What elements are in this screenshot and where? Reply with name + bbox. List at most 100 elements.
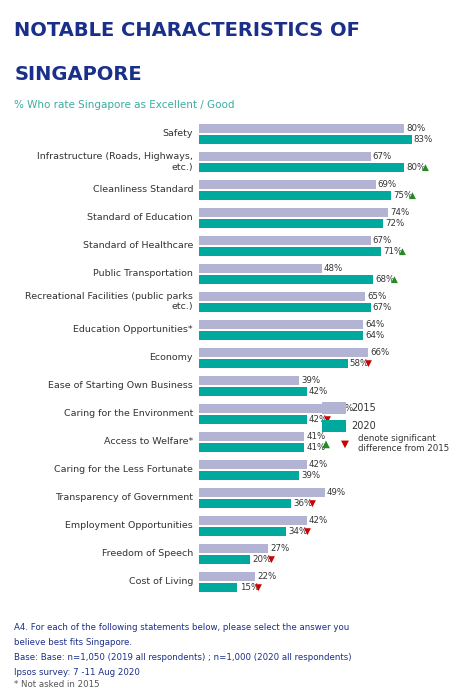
Text: ▲: ▲ xyxy=(391,275,398,284)
Text: 80%: 80% xyxy=(406,163,425,172)
Bar xyxy=(199,135,411,144)
Text: ▼: ▼ xyxy=(324,415,331,424)
Bar xyxy=(199,527,286,536)
Bar xyxy=(199,544,268,552)
Text: Base: Base: n=1,050 (2019 all respondents) ; n=1,000 (2020 all respondents): Base: Base: n=1,050 (2019 all respondent… xyxy=(14,653,352,662)
Text: Infrastructure (Roads, Highways,
etc.): Infrastructure (Roads, Highways, etc.) xyxy=(37,152,193,171)
Text: Standard of Healthcare: Standard of Healthcare xyxy=(83,241,193,250)
Text: ▼: ▼ xyxy=(341,439,349,449)
Bar xyxy=(199,376,299,385)
Text: 41%: 41% xyxy=(306,431,325,440)
Text: Cleanliness Standard: Cleanliness Standard xyxy=(92,185,193,194)
Text: denote significant: denote significant xyxy=(358,434,436,444)
Text: ▼: ▼ xyxy=(309,499,316,508)
Text: SINGAPORE: SINGAPORE xyxy=(14,65,142,85)
Text: 68%: 68% xyxy=(375,275,394,284)
Bar xyxy=(199,431,304,440)
Bar xyxy=(199,488,325,497)
Text: 69%: 69% xyxy=(378,180,397,189)
Bar xyxy=(199,247,381,256)
Bar xyxy=(199,583,237,592)
Text: Freedom of Speech: Freedom of Speech xyxy=(102,549,193,558)
Text: 64%: 64% xyxy=(365,331,384,340)
Text: Safety: Safety xyxy=(163,129,193,138)
Text: 15%: 15% xyxy=(239,583,259,592)
Text: Standard of Education: Standard of Education xyxy=(88,213,193,222)
Text: Employment Opportunities: Employment Opportunities xyxy=(65,522,193,530)
Text: 2020: 2020 xyxy=(352,421,376,431)
Text: Access to Welfare*: Access to Welfare* xyxy=(104,437,193,447)
Text: 42%: 42% xyxy=(309,387,328,396)
Text: 42%: 42% xyxy=(309,415,328,424)
Bar xyxy=(199,359,347,368)
Bar xyxy=(199,387,307,396)
Text: ▼: ▼ xyxy=(268,555,275,563)
Text: 71%: 71% xyxy=(383,247,402,256)
Text: 41%: 41% xyxy=(306,443,325,452)
Text: 58%: 58% xyxy=(350,359,369,368)
Bar xyxy=(199,152,371,161)
Bar xyxy=(199,191,391,200)
Text: Ipsos survey: 7 -11 Aug 2020: Ipsos survey: 7 -11 Aug 2020 xyxy=(14,668,140,677)
Text: Ease of Starting Own Business: Ease of Starting Own Business xyxy=(48,381,193,390)
Text: 42%: 42% xyxy=(309,515,328,524)
Bar xyxy=(199,236,371,245)
Text: 67%: 67% xyxy=(373,236,392,245)
Text: 72%: 72% xyxy=(385,219,405,228)
Text: 22%: 22% xyxy=(257,572,277,581)
Bar xyxy=(199,555,250,563)
Bar xyxy=(199,219,383,228)
Bar xyxy=(199,264,322,272)
Text: 74%: 74% xyxy=(391,208,410,217)
Text: Transparency of Government: Transparency of Government xyxy=(55,493,193,502)
Bar xyxy=(199,208,389,217)
Bar xyxy=(199,471,299,480)
Text: 39%: 39% xyxy=(301,376,320,385)
Text: 67%: 67% xyxy=(373,152,392,161)
Text: 39%: 39% xyxy=(301,471,320,480)
Text: Cost of Living: Cost of Living xyxy=(129,577,193,586)
Text: ▲: ▲ xyxy=(421,163,428,172)
Text: 49%: 49% xyxy=(327,488,346,497)
Text: * Not asked in 2015: * Not asked in 2015 xyxy=(14,680,100,688)
Text: ▲: ▲ xyxy=(409,191,416,200)
Text: Education Opportunities*: Education Opportunities* xyxy=(73,325,193,334)
Text: Caring for the Environment: Caring for the Environment xyxy=(64,409,193,418)
Bar xyxy=(199,499,291,508)
Text: 48%: 48% xyxy=(324,264,343,272)
Bar xyxy=(199,347,368,356)
Text: 27%: 27% xyxy=(270,544,290,552)
Text: Public Transportation: Public Transportation xyxy=(93,269,193,279)
Bar xyxy=(199,320,363,329)
Text: A4. For each of the following statements below, please select the answer you: A4. For each of the following statements… xyxy=(14,623,349,632)
Text: 36%: 36% xyxy=(293,499,312,508)
Text: 67%: 67% xyxy=(373,303,392,312)
Text: ▼: ▼ xyxy=(304,527,310,536)
Text: 42%: 42% xyxy=(309,460,328,469)
Text: 75%: 75% xyxy=(393,191,412,200)
Bar xyxy=(199,415,307,424)
Text: 20%: 20% xyxy=(252,555,272,563)
Bar xyxy=(199,404,332,413)
Text: 83%: 83% xyxy=(414,135,433,144)
Text: 64%: 64% xyxy=(365,320,384,329)
Text: ▼: ▼ xyxy=(255,583,262,592)
Text: Recreational Facilities (public parks
etc.): Recreational Facilities (public parks et… xyxy=(25,292,193,312)
Text: % Who rate Singapore as Excellent / Good: % Who rate Singapore as Excellent / Good xyxy=(14,100,235,110)
Text: 66%: 66% xyxy=(370,347,389,356)
Text: Caring for the Less Fortunate: Caring for the Less Fortunate xyxy=(54,465,193,474)
Bar xyxy=(199,443,304,452)
Bar xyxy=(199,292,365,301)
Text: 52%: 52% xyxy=(334,404,354,413)
Text: ▲: ▲ xyxy=(399,247,405,256)
Bar xyxy=(199,331,363,340)
Text: 2015: 2015 xyxy=(352,403,376,413)
Bar xyxy=(199,163,404,172)
Bar xyxy=(199,515,307,524)
Bar xyxy=(199,275,373,284)
Text: difference from 2015: difference from 2015 xyxy=(358,444,449,453)
Text: ▼: ▼ xyxy=(365,359,372,368)
Bar xyxy=(199,572,255,581)
Text: believe best fits Singapore.: believe best fits Singapore. xyxy=(14,638,132,647)
Text: Economy: Economy xyxy=(150,353,193,363)
